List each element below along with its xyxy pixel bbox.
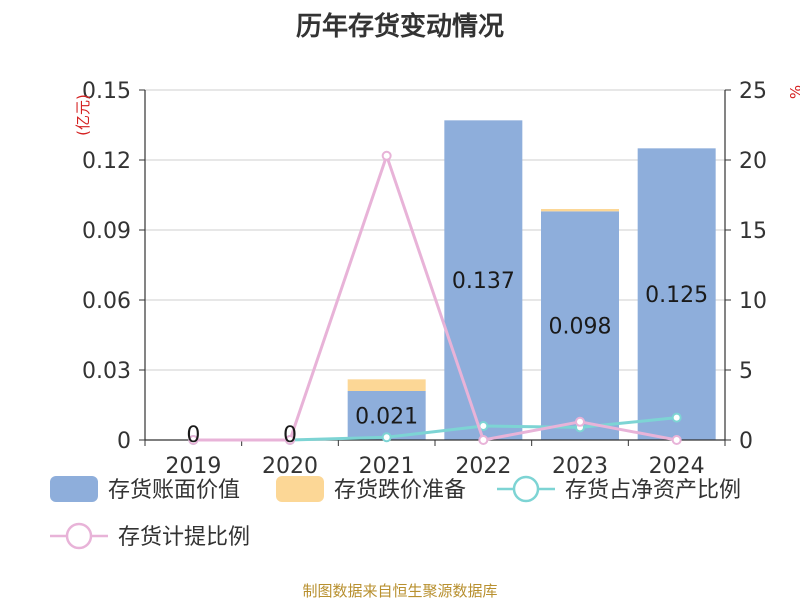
legend-inventory-impairment-label: 存货跌价准备 — [334, 478, 466, 503]
bar-inventory-book-value — [637, 148, 716, 441]
bar-data-label: 0.098 — [549, 315, 612, 340]
y-right-tick-label: 15 — [739, 219, 767, 244]
x-tick-label: 2023 — [552, 454, 608, 479]
y-right-unit: % — [787, 85, 800, 99]
y-left-tick-label: 0.12 — [82, 149, 131, 174]
point-inventory-ratio — [381, 432, 392, 443]
axes: 0 0.03 0.06 0.09 0.12 0.15 0 5 10 15 20 25 (亿元)% 2019… — [74, 79, 800, 479]
chart-title: 历年存货变动情况 — [295, 12, 504, 42]
bar-data-label: 0 — [283, 423, 297, 448]
bar-inventory-impairment — [347, 379, 426, 391]
x-tick-label: 2021 — [359, 454, 415, 479]
y-right-tick-label: 0 — [739, 429, 753, 454]
bar-inventory-book-value — [541, 211, 619, 440]
point-provision-ratio — [575, 416, 585, 427]
legend-provision-ratio-label: 存货计提比例 — [118, 525, 250, 550]
x-tick-label: 2019 — [165, 454, 221, 479]
point-provision-ratio — [285, 435, 295, 445]
point-provision-ratio — [188, 435, 199, 445]
bar-data-label: 0.137 — [452, 269, 515, 294]
bar-data-label: 0 — [186, 423, 200, 448]
legend-inventory-book-value-label: 存货账面价值 — [108, 478, 240, 503]
legend-inventory-impairment-swatch — [276, 476, 324, 502]
y-left-tick-label: 0.15 — [82, 79, 131, 104]
y-left-tick-label: 0.09 — [82, 219, 131, 244]
x-tick-label: 2024 — [649, 454, 705, 479]
y-right-tick-label: 5 — [739, 359, 753, 384]
y-left-unit: (亿元) — [74, 94, 92, 136]
bar-data-label: 0.125 — [645, 283, 708, 308]
y-right-tick-label: 20 — [739, 149, 767, 174]
bar-inventory-book-value — [347, 391, 426, 440]
legend-inventory-book-value-swatch — [50, 476, 98, 502]
bar-inventory-book-value — [444, 120, 523, 440]
y-left-tick-label: 0.03 — [82, 359, 131, 384]
x-tick-label: 2020 — [262, 454, 318, 479]
y-left-tick-label: 0.06 — [82, 289, 131, 314]
bars — [347, 120, 716, 441]
line-provision-ratio — [193, 154, 677, 442]
y-right-tick-label: 25 — [739, 79, 767, 104]
data-labels: 0 0 0.021 0.137 0.098 0.125 — [186, 269, 708, 448]
data-source-note: 制图数据来自恒生聚源数据库 — [302, 582, 498, 600]
legend-inventory-ratio-label: 存货占净资产比例 — [565, 478, 741, 503]
bar-inventory-impairment — [541, 209, 619, 212]
legend-inventory-ratio-marker — [512, 475, 540, 503]
point-provision-ratio — [478, 435, 489, 445]
point-provision-ratio — [381, 150, 392, 161]
point-provision-ratio — [671, 435, 682, 445]
lines — [188, 150, 682, 445]
y-left-tick-label: 0 — [117, 429, 131, 454]
bar-data-label: 0.021 — [355, 405, 418, 430]
x-tick-label: 2022 — [455, 454, 511, 479]
legend-provision-ratio-marker — [65, 522, 93, 550]
y-right-tick-label: 10 — [739, 289, 767, 314]
point-inventory-ratio — [671, 412, 682, 423]
